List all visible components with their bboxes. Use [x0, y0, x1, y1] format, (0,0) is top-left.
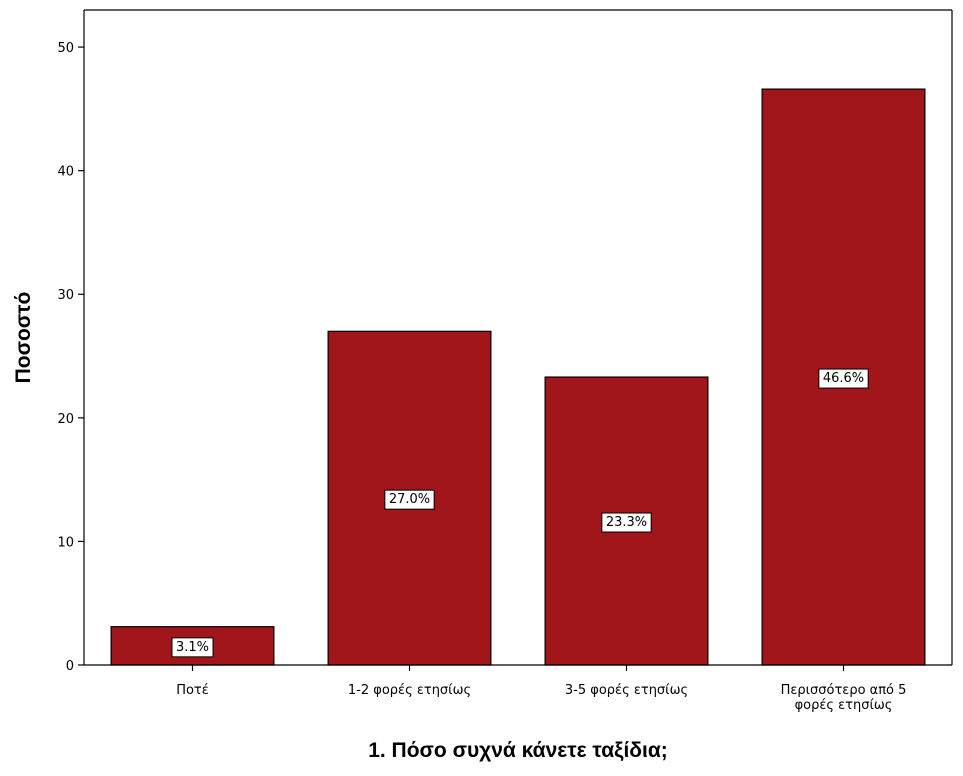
data-label: 3.1%	[171, 637, 214, 658]
data-label-box	[384, 489, 435, 510]
data-labels-layer: 3.1% 27.0% 23.3% 46.6%	[171, 368, 869, 658]
y-tick-label: 10	[57, 535, 74, 550]
data-label-text: 27.0%	[389, 492, 430, 507]
y-tick-label: 20	[57, 412, 74, 427]
data-label-box	[818, 368, 869, 389]
data-label: 23.3%	[601, 512, 652, 533]
x-category-label: 3-5 φορές ετησίως	[565, 683, 688, 698]
y-tick-label: 0	[66, 659, 74, 674]
data-label-text: 3.1%	[176, 640, 209, 655]
x-category-label: φορές ετησίως	[795, 698, 893, 713]
data-label: 46.6%	[818, 368, 869, 389]
x-axis-title: 1. Πόσο συχνά κάνετε ταξίδια;	[368, 739, 668, 762]
x-category-label: 1-2 φορές ετησίως	[348, 683, 471, 698]
data-label: 27.0%	[384, 489, 435, 510]
x-category-label: Ποτέ	[176, 683, 209, 698]
bars-layer	[110, 88, 926, 666]
y-axis-title: Ποσοστό	[12, 292, 35, 384]
y-tick-label: 40	[57, 165, 74, 180]
data-label-box	[171, 637, 214, 658]
x-axis: Ποτέ 1-2 φορές ετησίως 3-5 φορές ετησίως Πε…	[176, 665, 906, 713]
y-tick-label: 30	[57, 288, 74, 303]
data-label-box	[601, 512, 652, 533]
data-label-text: 46.6%	[823, 371, 864, 386]
y-axis: 0 10 20 30 40 50	[57, 41, 84, 674]
data-label-text: 23.3%	[606, 515, 647, 530]
y-tick-label: 50	[57, 41, 74, 56]
x-category-label: Περισσότερο από 5	[781, 683, 907, 698]
